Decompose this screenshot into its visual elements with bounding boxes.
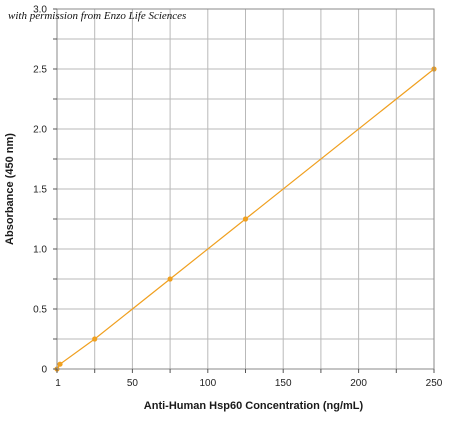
x-tick-label: 200 [350,378,367,389]
y-tick-label: 3.0 [33,5,47,16]
x-tick-label: 250 [426,378,443,389]
data-point [167,276,173,282]
y-tick-label: 1.0 [33,245,47,256]
y-tick-label: 0.5 [33,305,47,316]
permission-annotation: with permission from Enzo Life Sciences [8,10,186,22]
y-axis-title: Absorbance (450 nm) [4,133,16,245]
axis-ticks [53,8,435,373]
y-tick-label: 2.0 [33,125,47,136]
x-tick-label: 50 [127,378,139,389]
grid-lines [57,9,434,369]
data-point [92,336,98,342]
series-layer [54,66,437,372]
x-tick-label: 150 [275,378,292,389]
data-point [242,216,249,222]
x-tick-label: 100 [199,378,216,389]
x-tick-label: 1 [55,378,61,389]
data-point [57,361,63,367]
x-axis-title: Anti-Human Hsp60 Concentration (ng/mL) [144,400,364,412]
y-tick-label: 2.5 [33,65,47,76]
y-tick-label: 0 [41,365,47,376]
y-tick-label: 1.5 [33,185,47,196]
